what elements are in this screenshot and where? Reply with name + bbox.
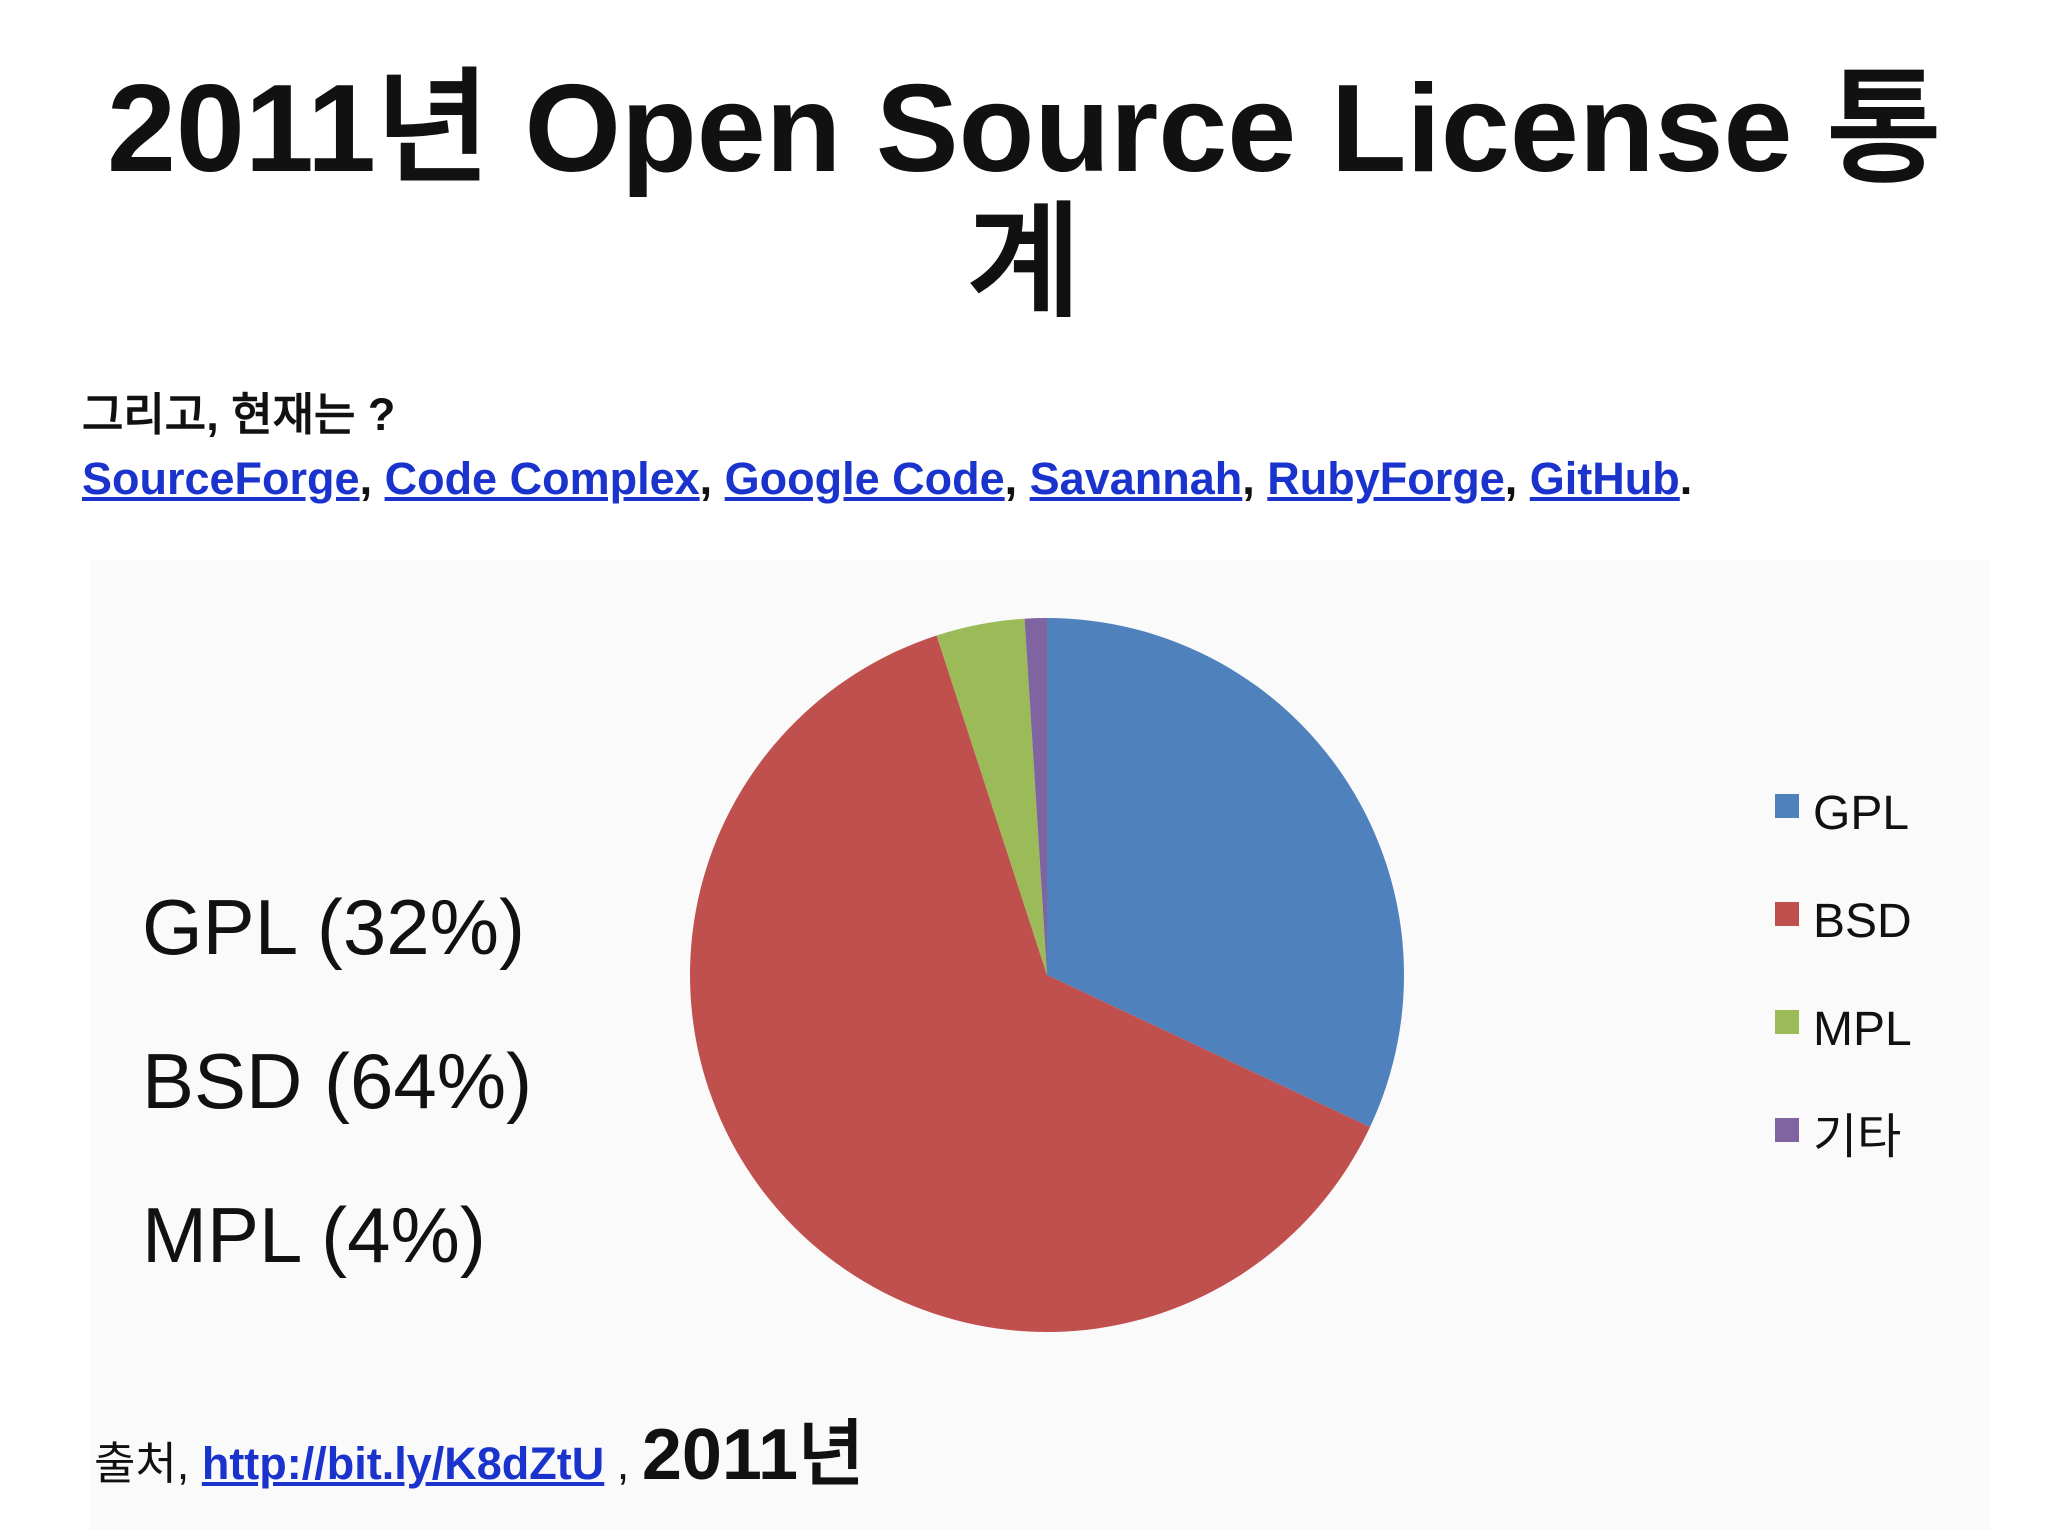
chart-area	[90, 560, 1990, 1530]
percent-label-mpl: MPL (4%)	[142, 1191, 486, 1279]
source-prefix: 출처,	[94, 1438, 190, 1489]
legend-item-bsd: BSD	[1775, 868, 1912, 976]
link-google-code[interactable]: Google Code	[724, 453, 1005, 504]
link-code-complex[interactable]: Code Complex	[384, 453, 700, 504]
pie-chart	[690, 618, 1405, 1332]
legend-swatch-gpl	[1775, 794, 1799, 818]
source-link[interactable]: http://bit.ly/K8dZtU	[201, 1438, 605, 1489]
source-year: 2011년	[641, 1415, 865, 1495]
legend-label-other: 기타	[1813, 1111, 1902, 1164]
link-github[interactable]: GitHub	[1529, 453, 1680, 504]
pie-slice-bsd	[690, 635, 1371, 1332]
legend-item-gpl: GPL	[1775, 760, 1912, 868]
subtitle: 그리고, 현재는 ?	[82, 389, 396, 440]
legend-item-other: 기타	[1775, 1084, 1912, 1192]
pie-slice-mpl	[936, 618, 1047, 975]
legend-label-mpl: MPL	[1813, 1003, 1912, 1056]
legend-swatch-other	[1775, 1118, 1799, 1142]
legend-label-gpl: GPL	[1813, 787, 1910, 840]
chart-legend: GPL BSD MPL 기타	[1775, 760, 1912, 1192]
pie-slice-other	[1024, 618, 1047, 975]
source-separator: ,	[616, 1438, 630, 1489]
link-savannah[interactable]: Savannah	[1029, 453, 1243, 504]
legend-swatch-mpl	[1775, 1010, 1799, 1034]
source-citation: 출처, http://bit.ly/K8dZtU , 2011년	[94, 1419, 864, 1499]
link-rubyforge[interactable]: RubyForge	[1267, 453, 1505, 504]
link-sourceforge[interactable]: SourceForge	[82, 453, 360, 504]
link-list: SourceForge, Code Complex, Google Code, …	[82, 453, 1693, 504]
legend-swatch-bsd	[1775, 902, 1799, 926]
percent-labels: GPL (32%) BSD (64%) MPL (4%)	[142, 850, 532, 1312]
legend-item-mpl: MPL	[1775, 976, 1912, 1084]
percent-label-bsd: BSD (64%)	[142, 1037, 533, 1125]
slide-title: 2011년 Open Source License 통계	[106, 60, 1942, 332]
percent-label-gpl: GPL (32%)	[142, 883, 525, 971]
pie-slice-gpl	[1047, 618, 1405, 1128]
legend-label-bsd: BSD	[1813, 895, 1912, 948]
